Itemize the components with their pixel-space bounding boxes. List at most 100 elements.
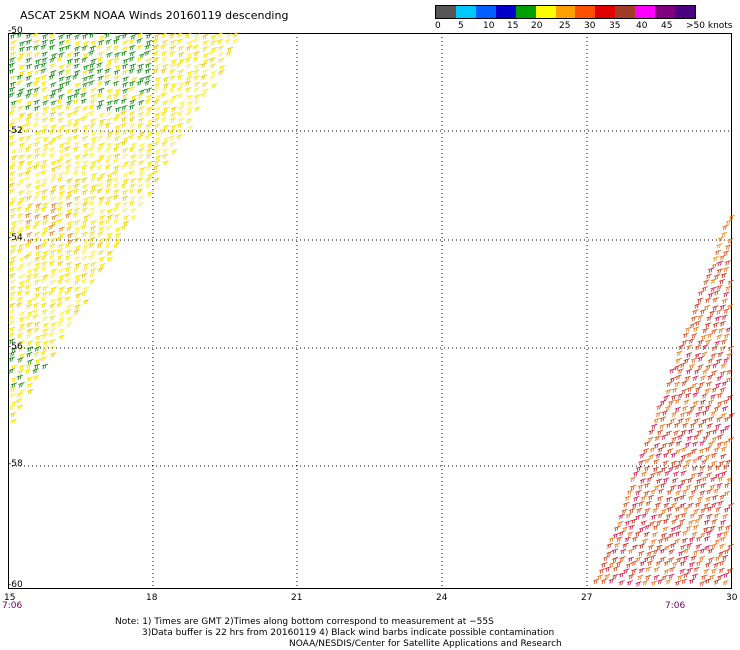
wind-barb xyxy=(691,357,698,364)
wind-barb xyxy=(713,562,720,568)
wind-barb xyxy=(42,322,50,328)
wind-barb xyxy=(33,279,41,286)
wind-barb xyxy=(17,105,24,111)
wind-barb xyxy=(114,135,121,142)
wind-barb xyxy=(176,134,183,140)
wind-barb xyxy=(652,466,660,473)
wind-barb xyxy=(160,128,167,134)
wind-barb xyxy=(706,315,713,322)
wind-barb xyxy=(120,164,127,170)
wind-barb xyxy=(82,244,89,250)
wind-barb xyxy=(8,296,15,302)
wind-barb xyxy=(129,80,136,87)
wind-barb xyxy=(33,44,40,51)
wind-barb xyxy=(136,32,144,39)
wind-barb xyxy=(636,507,643,514)
wind-barb xyxy=(66,321,73,328)
wind-barb xyxy=(139,89,146,95)
wind-barb xyxy=(674,464,681,470)
wind-barb xyxy=(90,58,97,64)
wind-barb xyxy=(26,189,33,196)
wind-barb xyxy=(703,526,710,533)
wind-barb xyxy=(683,572,690,579)
wind-barb xyxy=(717,400,724,407)
colorbar-label: 45 xyxy=(661,21,673,31)
wind-barb xyxy=(719,560,726,566)
wind-barb xyxy=(98,142,105,148)
wind-barb xyxy=(83,197,90,203)
wind-barb xyxy=(185,32,192,39)
wind-barb xyxy=(106,154,113,160)
wind-barb xyxy=(711,519,718,525)
wind-barb xyxy=(721,231,728,238)
wind-barb xyxy=(716,532,723,539)
wind-barb xyxy=(8,182,15,188)
wind-barb xyxy=(50,166,58,173)
wind-barb xyxy=(72,188,80,195)
wind-barb xyxy=(58,274,66,281)
wind-barb xyxy=(74,160,81,166)
wind-barb xyxy=(718,460,726,467)
wind-barb xyxy=(81,57,88,63)
wind-barb xyxy=(49,309,56,315)
wind-barb xyxy=(72,74,79,80)
wind-barb xyxy=(701,476,709,482)
wind-barb xyxy=(665,496,673,503)
wind-barb xyxy=(74,304,81,310)
wind-barb xyxy=(631,568,638,574)
wind-barb xyxy=(702,435,709,442)
wind-barb xyxy=(227,46,234,53)
wind-barb xyxy=(707,374,714,380)
wind-barb xyxy=(654,484,661,491)
wind-barb xyxy=(81,255,89,261)
wind-barb xyxy=(89,195,97,202)
wind-barb xyxy=(726,568,734,574)
wind-barb xyxy=(106,105,113,112)
wind-barb xyxy=(209,57,216,63)
wind-barb xyxy=(673,422,681,429)
wind-barb xyxy=(40,206,48,213)
wind-barb xyxy=(715,465,722,471)
wind-barb xyxy=(26,328,33,334)
wind-barb xyxy=(723,357,730,364)
wind-barb xyxy=(711,345,718,352)
wind-barb xyxy=(720,519,727,526)
wind-barb xyxy=(48,332,55,338)
wind-barb xyxy=(9,129,17,135)
wind-barb xyxy=(88,32,96,39)
wind-barb xyxy=(72,98,80,105)
wind-barb xyxy=(9,171,16,177)
wind-barb xyxy=(690,422,697,429)
wind-barb xyxy=(630,518,638,524)
wind-barb xyxy=(97,267,104,273)
wind-barb xyxy=(73,266,80,273)
wind-barb xyxy=(25,212,32,219)
wind-barb xyxy=(88,110,95,116)
wind-barb xyxy=(154,112,161,118)
wind-barb xyxy=(8,356,16,363)
wind-barb xyxy=(716,482,723,489)
wind-barb xyxy=(695,386,702,393)
wind-barb xyxy=(184,80,192,86)
wind-barb xyxy=(714,249,721,256)
wind-barb xyxy=(105,63,112,69)
wind-barb xyxy=(700,482,707,489)
wind-barb xyxy=(40,74,48,81)
wind-barb xyxy=(153,99,160,105)
wind-barb xyxy=(50,237,57,244)
wind-barb xyxy=(105,242,112,249)
wind-barb xyxy=(64,242,72,249)
wind-barb xyxy=(105,45,112,51)
wind-barb xyxy=(130,154,137,160)
wind-barb xyxy=(129,51,136,57)
wind-barb xyxy=(26,81,33,88)
wind-barb xyxy=(89,207,96,213)
wind-barb xyxy=(40,164,47,170)
wind-barb xyxy=(26,112,34,119)
wind-barb xyxy=(652,524,660,531)
wind-barb xyxy=(707,465,714,471)
wind-barb xyxy=(73,279,81,286)
wind-barb xyxy=(18,171,25,178)
wind-barb xyxy=(80,224,87,230)
wind-barb xyxy=(666,381,673,387)
